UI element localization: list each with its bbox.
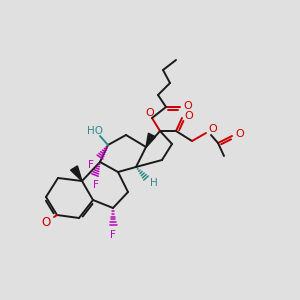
Text: O: O [184, 111, 194, 121]
Text: F: F [110, 230, 116, 240]
Text: F: F [88, 160, 94, 170]
Polygon shape [70, 166, 82, 181]
Text: HO: HO [87, 126, 103, 136]
Polygon shape [146, 133, 156, 147]
Text: H: H [150, 178, 158, 188]
Text: O: O [184, 101, 192, 111]
Text: F: F [93, 180, 99, 190]
Text: O: O [208, 124, 217, 134]
Text: O: O [236, 129, 244, 139]
Text: O: O [41, 217, 51, 230]
Text: O: O [146, 108, 154, 118]
